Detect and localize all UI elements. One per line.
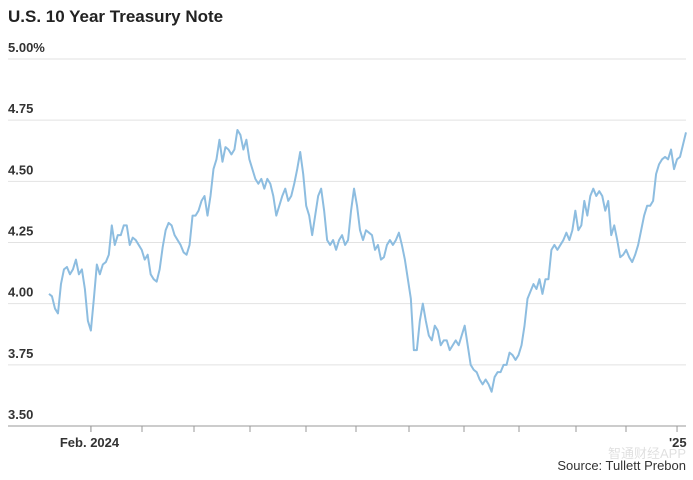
y-tick-label: 5.00% [8, 40, 45, 55]
x-tick-label: Feb. 2024 [60, 435, 120, 450]
y-tick-label: 4.00 [8, 285, 33, 300]
y-tick-label: 3.50 [8, 407, 33, 422]
watermark: 智通财经APP [608, 446, 686, 461]
y-tick-label: 4.75 [8, 101, 33, 116]
y-tick-label: 4.25 [8, 224, 33, 239]
month-ticks [90, 426, 627, 432]
line [48, 128, 687, 393]
x-tick-label: '25 [669, 435, 687, 450]
y-tick-label: 4.50 [8, 162, 33, 177]
chart-title: U.S. 10 Year Treasury Note [8, 7, 223, 26]
source: Source: Tullett Prebon [557, 458, 686, 473]
y-tick-label: 3.75 [8, 346, 33, 361]
